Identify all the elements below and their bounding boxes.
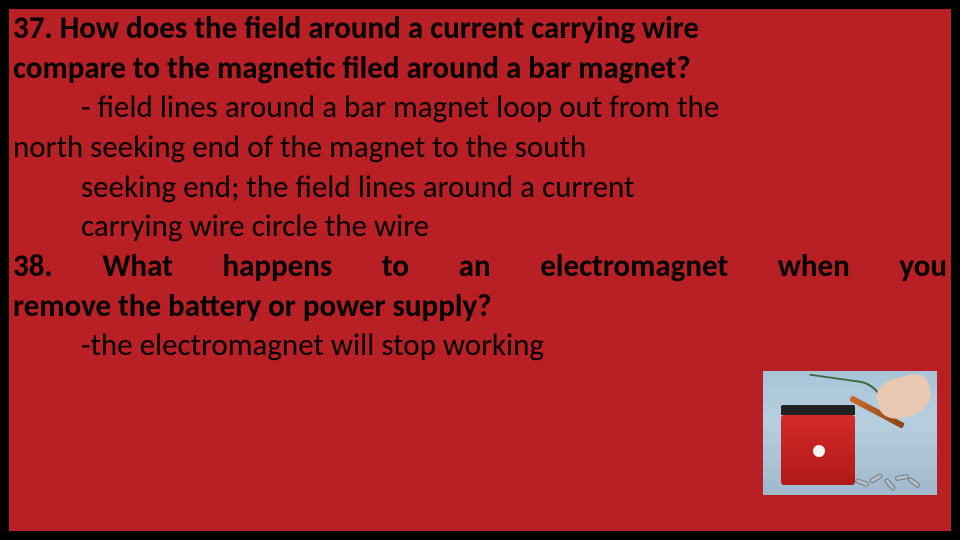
question-38-line2: remove the battery or power supply? <box>13 287 947 327</box>
paperclip <box>855 478 870 487</box>
answer-37-line2: north seeking end of the magnet to the s… <box>13 128 947 168</box>
question-38-line1: 38. What happens to an electromagnet whe… <box>13 247 947 287</box>
question-37-line1: 37. How does the field around a current … <box>13 9 947 49</box>
electromagnet-photo <box>763 371 937 495</box>
paperclip <box>907 476 921 488</box>
paperclips-pile <box>855 469 925 489</box>
answer-37-line3: seeking end; the field lines around a cu… <box>13 168 947 208</box>
answer-37-line1: - field lines around a bar magnet loop o… <box>13 88 947 128</box>
slide-container: 37. How does the field around a current … <box>0 0 960 540</box>
answer-38-line1: -the electromagnet will stop working <box>13 326 947 366</box>
question-37-line2: compare to the magnetic filed around a b… <box>13 49 947 89</box>
paperclip <box>869 473 884 484</box>
slide-frame: 37. How does the field around a current … <box>6 6 954 534</box>
answer-37-line4: carrying wire circle the wire <box>13 207 947 247</box>
battery-label-dot <box>813 445 825 457</box>
